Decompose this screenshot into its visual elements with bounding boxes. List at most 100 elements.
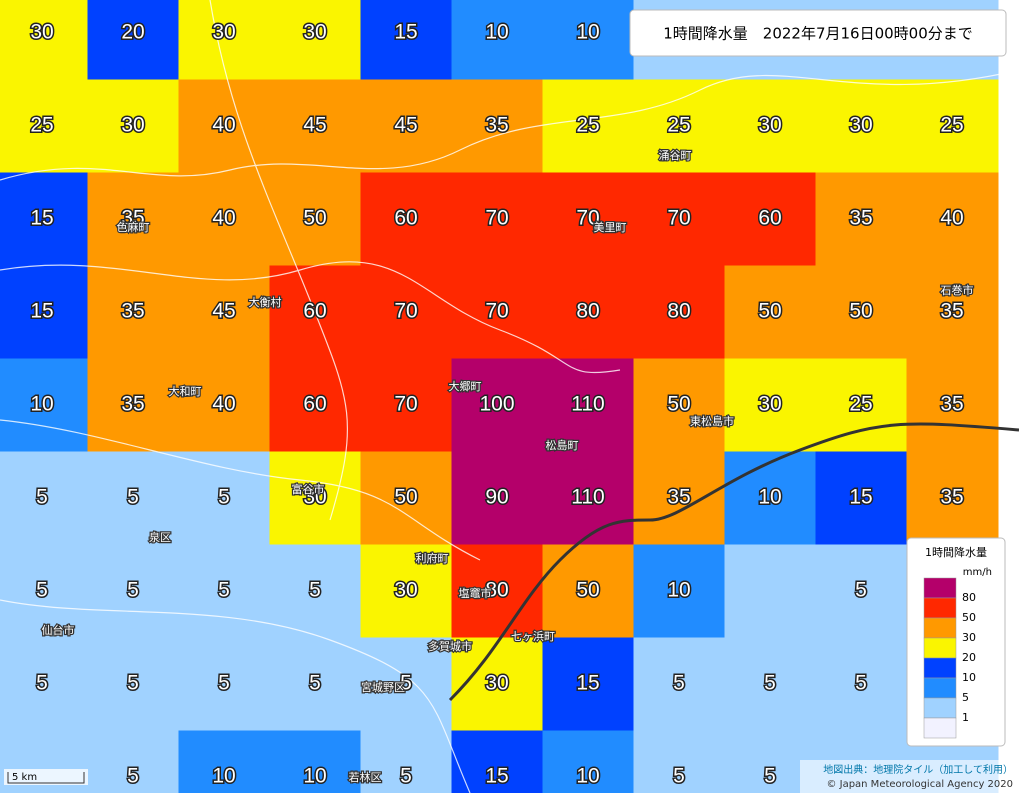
rain-cell: [815, 172, 908, 267]
scale-label: 5 km: [12, 772, 37, 783]
rain-value: 5: [218, 486, 230, 509]
town-label: 塩竈市: [459, 586, 492, 600]
rain-value: 35: [940, 393, 963, 416]
rain-value: 10: [576, 765, 599, 788]
rain-cell: [360, 637, 453, 732]
rain-value: 10: [667, 579, 690, 602]
rain-cell: [269, 544, 362, 639]
town-label: 東松島市: [690, 414, 734, 428]
rain-cell: [360, 172, 453, 267]
rain-cell: [724, 544, 817, 639]
rain-value: 40: [212, 207, 235, 230]
town-label: 大和町: [169, 384, 202, 398]
rain-value: 15: [394, 21, 417, 44]
rain-cell: [542, 451, 635, 546]
legend-label: 20: [962, 651, 976, 664]
rain-cell: [87, 172, 180, 267]
rain-value: 5: [218, 672, 230, 695]
rain-cell: [451, 172, 544, 267]
rain-cell: [451, 265, 544, 360]
legend-title: 1時間降水量: [925, 545, 987, 559]
rain-value: 5: [400, 672, 412, 695]
rain-value: 110: [571, 393, 604, 416]
rain-value: 100: [479, 393, 514, 416]
rain-value: 50: [303, 207, 326, 230]
rain-cell: [451, 0, 544, 81]
rain-value: 30: [121, 114, 144, 137]
rain-cell: [633, 358, 726, 453]
rain-cell: [0, 451, 89, 546]
rain-value: 60: [303, 300, 326, 323]
rain-cell: [633, 637, 726, 732]
town-label: 若林区: [349, 770, 382, 784]
rain-cell: [178, 265, 271, 360]
rain-value: 5: [36, 486, 48, 509]
rain-cell: [815, 544, 908, 639]
rain-value: 35: [121, 393, 144, 416]
rain-value: 70: [667, 207, 690, 230]
rain-value: 50: [394, 486, 417, 509]
rain-cell: [360, 79, 453, 174]
rain-cell: [815, 637, 908, 732]
rain-cell: [269, 637, 362, 732]
rain-value: 50: [576, 579, 599, 602]
rain-value: 40: [212, 393, 235, 416]
rain-value: 35: [121, 300, 144, 323]
rain-value: 5: [36, 579, 48, 602]
rain-cell: [87, 451, 180, 546]
rain-value: 45: [394, 114, 417, 137]
rain-value: 5: [36, 672, 48, 695]
rain-cell: [633, 451, 726, 546]
rain-value: 80: [485, 579, 508, 602]
rain-value: 20: [121, 21, 144, 44]
rain-value: 15: [849, 486, 872, 509]
rain-cell: [87, 358, 180, 453]
rain-cell: [360, 265, 453, 360]
rain-cell: [906, 265, 999, 360]
legend: 1時間降水量 mm/h 80 50 30 20 10 5 1: [906, 537, 1006, 747]
rain-cell: [0, 544, 89, 639]
rain-value: 35: [667, 486, 690, 509]
town-label: 大郷町: [449, 379, 482, 393]
rain-value: 5: [127, 765, 139, 788]
rain-cell: [815, 79, 908, 174]
rain-value: 25: [576, 114, 599, 137]
rain-cell: [178, 358, 271, 453]
rain-value: 5: [309, 579, 321, 602]
town-label: 仙台市: [42, 623, 75, 637]
rain-cell: [906, 358, 999, 453]
rain-value: 60: [394, 207, 417, 230]
rain-value: 5: [673, 672, 685, 695]
rain-cell: [178, 544, 271, 639]
legend-label: 1: [962, 711, 969, 724]
rain-cell: [0, 0, 89, 81]
rain-value: 5: [764, 765, 776, 788]
rain-cell: [451, 79, 544, 174]
rain-cell: [0, 172, 89, 267]
rain-cell: [269, 79, 362, 174]
legend-label: 30: [962, 631, 976, 644]
rain-value: 15: [30, 300, 53, 323]
rain-cell: [0, 358, 89, 453]
rain-cell: [178, 730, 271, 793]
rain-cell: [542, 0, 635, 81]
rain-cell: [815, 358, 908, 453]
rain-value: 10: [576, 21, 599, 44]
rain-value: 90: [485, 486, 508, 509]
rain-value: 5: [127, 672, 139, 695]
rain-value: 25: [667, 114, 690, 137]
rain-cell: [87, 730, 180, 793]
rain-cell: [0, 265, 89, 360]
rain-value: 15: [30, 207, 53, 230]
rain-cell: [451, 637, 544, 732]
town-label: 宮城野区: [361, 680, 405, 694]
town-label: 富谷市: [292, 482, 325, 496]
attribution: 地図出典：地理院タイル（加工して利用）: [823, 763, 1013, 776]
rain-value: 80: [576, 300, 599, 323]
rain-value: 50: [667, 393, 690, 416]
rain-cell: [542, 730, 635, 793]
rain-cell: [0, 79, 89, 174]
legend-swatch: [923, 657, 957, 679]
rain-value: 5: [218, 579, 230, 602]
town-label: 多賀城市: [428, 639, 472, 653]
